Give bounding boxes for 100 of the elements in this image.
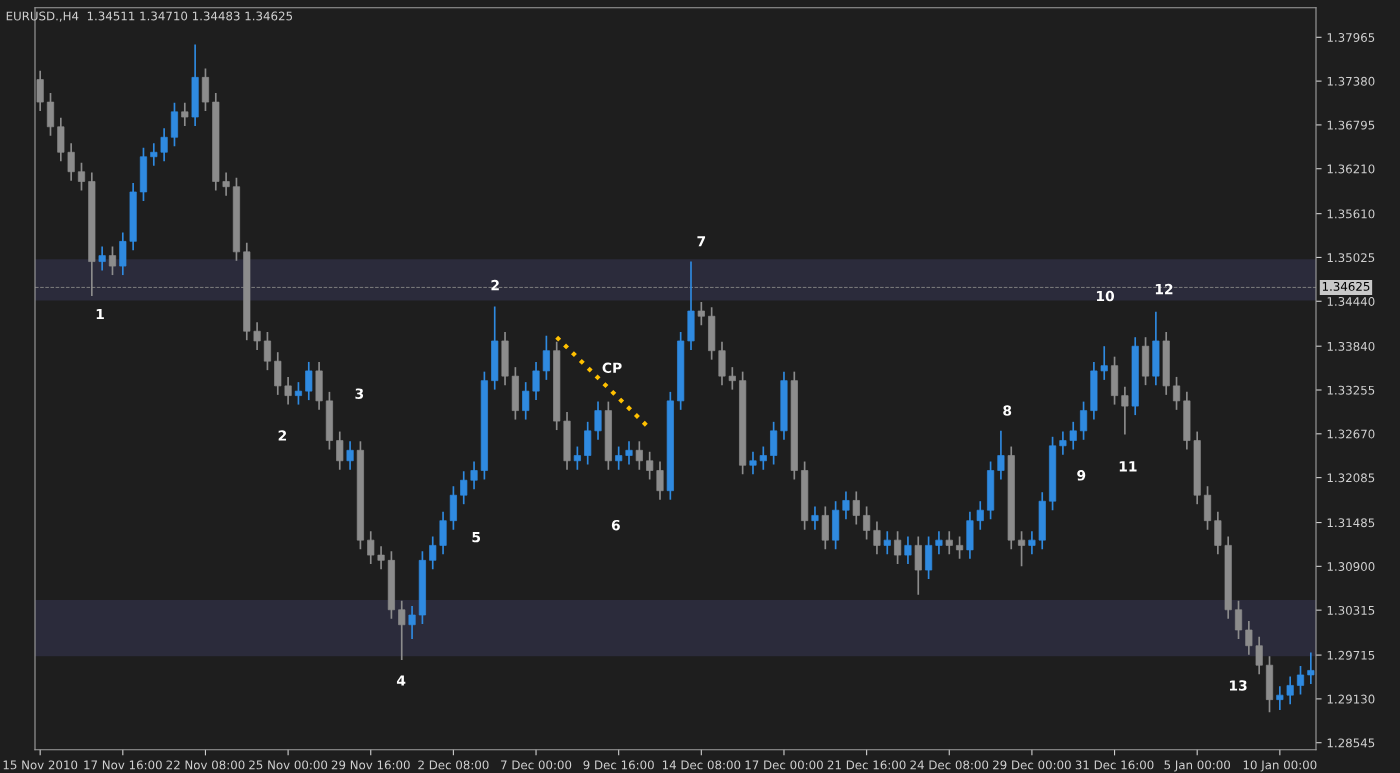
candlestick	[811, 505, 819, 531]
annotation: 4	[396, 675, 406, 686]
ref-line-label: 1.34625	[1322, 281, 1370, 291]
candlestick	[67, 142, 75, 182]
candlestick	[408, 605, 416, 640]
candlestick	[863, 505, 871, 541]
candlestick	[98, 245, 106, 272]
candlestick	[594, 400, 602, 441]
annotation: 6	[611, 519, 620, 531]
x-tick-label: 7 Dec 00:00	[501, 760, 572, 770]
candlestick	[263, 331, 271, 371]
candlestick	[656, 460, 664, 501]
candlestick	[894, 530, 902, 565]
y-tick-label: 1.30315	[1327, 605, 1375, 615]
candlestick	[935, 530, 943, 556]
annotation: 5	[472, 532, 481, 543]
annotation: 13	[1229, 680, 1247, 691]
candlestick	[377, 545, 385, 571]
candlestick	[222, 171, 230, 197]
y-tick-label: 1.33840	[1327, 341, 1375, 351]
candlestick	[1234, 599, 1243, 640]
candlestick	[1276, 685, 1284, 711]
candlestick	[1080, 400, 1088, 441]
candlestick	[294, 381, 302, 406]
y-tick-label: 1.36210	[1327, 164, 1375, 174]
candlestick	[1296, 665, 1305, 696]
candlestick	[635, 440, 643, 471]
y-tick-label: 1.29130	[1327, 694, 1375, 704]
candlestick	[336, 430, 344, 471]
x-tick-label: 15 Nov 2010	[3, 760, 78, 770]
candlestick	[470, 460, 478, 491]
y-tick-label: 1.37965	[1327, 33, 1375, 42]
candlestick	[646, 450, 654, 481]
candlestick	[625, 440, 633, 466]
candlestick	[749, 450, 757, 476]
x-tick-label: 5 Jan 00:00	[1164, 760, 1231, 772]
candlestick	[1059, 430, 1067, 456]
candlestick	[945, 530, 953, 556]
candlestick	[1255, 635, 1263, 676]
candlestick	[728, 366, 736, 391]
annotation: 10	[1096, 290, 1115, 302]
candlestick	[1121, 385, 1129, 436]
x-tick-label: 22 Nov 08:00	[166, 760, 245, 770]
annotation: 12	[1155, 283, 1173, 295]
candlestick	[150, 142, 158, 167]
y-tick-label: 1.34440	[1327, 296, 1375, 306]
x-tick-label: 9 Dec 16:00	[583, 760, 654, 770]
candlestick	[852, 490, 860, 526]
y-tick-label: 1.31485	[1327, 518, 1375, 528]
candlestick	[108, 245, 117, 276]
candlestick	[997, 429, 1005, 481]
annotation: CP	[602, 362, 622, 374]
chart-title: EURUSD.,H4 1.34511 1.34710 1.34483 1.34625	[6, 11, 293, 22]
y-tick-label: 1.33255	[1327, 385, 1375, 395]
annotation: 11	[1119, 461, 1137, 472]
candlestick	[1069, 420, 1077, 451]
annotation: 9	[1077, 470, 1086, 481]
x-tick-label: 17 Dec 00:00	[745, 760, 823, 770]
candlestick	[573, 445, 581, 471]
y-tick-label: 1.36795	[1327, 120, 1375, 130]
y-tick-label: 1.35610	[1327, 209, 1375, 219]
y-tick-label: 1.28545	[1327, 738, 1375, 748]
y-tick-label: 1.32670	[1327, 429, 1375, 439]
x-tick-label: 29 Dec 00:00	[993, 760, 1071, 770]
x-tick-label: 29 Nov 16:00	[331, 760, 410, 770]
candlestick	[1172, 376, 1181, 411]
y-tick-label: 1.29715	[1327, 650, 1375, 660]
y-tick-label: 1.37380	[1327, 76, 1375, 86]
candlestick	[956, 535, 964, 560]
candlestick	[367, 530, 375, 565]
candlestick	[542, 334, 550, 381]
x-tick-label: 17 Nov 16:00	[84, 760, 162, 770]
candlestick	[1286, 675, 1294, 705]
candlestick	[697, 301, 705, 327]
candlestick	[284, 376, 292, 406]
x-tick-label: 31 Dec 16:00	[1075, 760, 1154, 770]
candlestick	[77, 161, 86, 192]
x-tick-label: 21 Dec 16:00	[827, 760, 906, 770]
candlestick	[532, 361, 540, 401]
candlestick	[615, 445, 623, 471]
y-tick-label: 1.35025	[1327, 253, 1375, 263]
candlestick	[1245, 620, 1253, 656]
candlestick	[976, 500, 984, 531]
candlestick	[253, 321, 261, 351]
annotation: 2	[278, 430, 287, 441]
candlestick	[842, 490, 850, 521]
candlestick	[160, 127, 168, 163]
candlestick	[1100, 345, 1108, 381]
annotation: 8	[1003, 405, 1012, 416]
candlestick	[429, 535, 437, 571]
candlestick	[522, 381, 530, 421]
x-tick-label: 14 Dec 08:00	[662, 760, 741, 770]
y-tick-label: 1.30900	[1327, 562, 1375, 571]
candlestick	[346, 440, 354, 471]
candlestick	[1018, 530, 1026, 568]
x-tick-label: 10 Jan 00:00	[1243, 760, 1317, 772]
candlestick	[398, 599, 406, 661]
candlestick	[305, 361, 313, 401]
x-tick-label: 2 Dec 08:00	[418, 760, 489, 770]
annotation: 2	[491, 279, 499, 291]
